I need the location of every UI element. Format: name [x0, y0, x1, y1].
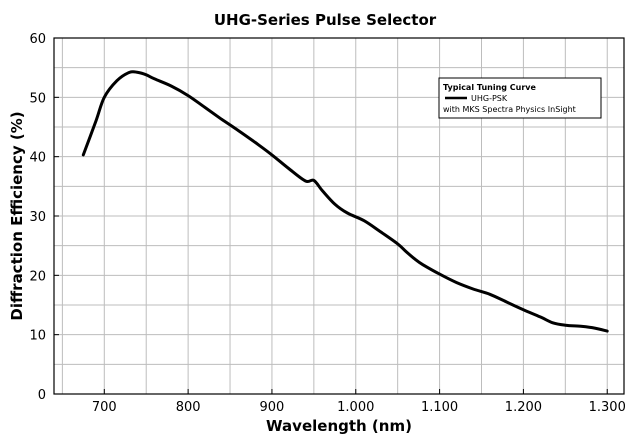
y-tick-label: 40 [29, 151, 46, 166]
legend-entry-series: UHG-PSK [471, 94, 508, 103]
x-tick-label: 1.000 [337, 400, 374, 415]
y-tick-label: 0 [38, 388, 46, 403]
y-tick-label: 30 [29, 210, 46, 225]
x-tick-label: 700 [92, 400, 117, 415]
series-line-uhg-psk [81, 70, 609, 333]
series-layer [81, 70, 609, 333]
y-tick-label: 50 [29, 91, 46, 106]
y-tick-label: 20 [29, 269, 46, 284]
chart-title: UHG-Series Pulse Selector [214, 11, 437, 29]
x-tick-label: 800 [176, 400, 201, 415]
x-axis-label: Wavelength (nm) [266, 417, 412, 435]
legend: Typical Tuning Curve UHG-PSK with MKS Sp… [438, 77, 602, 119]
x-axis-ticks: 700 800 900 1.000 1.100 1.200 1.300 [92, 389, 626, 415]
legend-entry-note: with MKS Spectra Physics InSight [443, 105, 576, 114]
x-tick-label: 900 [260, 400, 285, 415]
y-axis-label: Diffraction Efficiency (%) [8, 111, 26, 320]
y-tick-label: 60 [29, 32, 46, 47]
y-tick-label: 10 [29, 329, 46, 344]
y-axis-ticks: 0 10 20 30 40 50 60 [29, 32, 59, 403]
x-tick-label: 1.200 [505, 400, 542, 415]
legend-title: Typical Tuning Curve [443, 83, 537, 92]
x-tick-label: 1.100 [421, 400, 458, 415]
x-tick-label: 1.300 [589, 400, 626, 415]
